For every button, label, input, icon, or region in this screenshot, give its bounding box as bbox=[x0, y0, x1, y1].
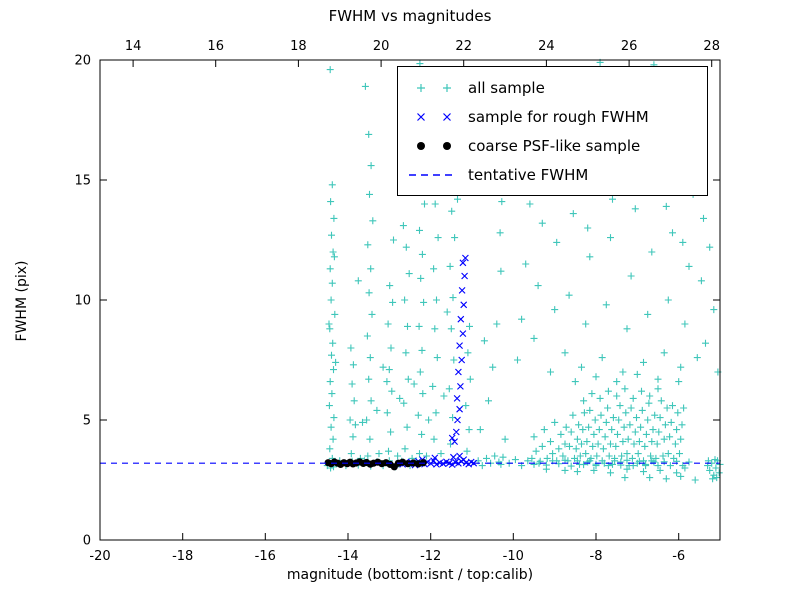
x-axis-label: magnitude (bottom:isnt / top:calib) bbox=[286, 567, 534, 583]
svg-text:5: 5 bbox=[83, 414, 91, 429]
dashed-line-icon bbox=[409, 173, 457, 176]
svg-text:18: 18 bbox=[290, 39, 307, 54]
svg-text:26: 26 bbox=[621, 39, 638, 54]
svg-text:16: 16 bbox=[207, 39, 224, 54]
legend-item-all-sample: all sample bbox=[406, 73, 699, 102]
svg-text:28: 28 bbox=[703, 39, 720, 54]
legend-item-psf-sample: coarse PSF-like sample bbox=[406, 131, 699, 160]
svg-text:24: 24 bbox=[538, 39, 555, 54]
legend-item-rough-fwhm: sample for rough FWHM bbox=[406, 102, 699, 131]
legend: all sample sample for rough FWHM coarse … bbox=[397, 66, 708, 196]
svg-text:-16: -16 bbox=[255, 549, 276, 564]
svg-text:15: 15 bbox=[74, 174, 91, 189]
legend-item-tentative-fwhm: tentative FWHM bbox=[406, 160, 699, 189]
x-marker-icon bbox=[417, 112, 451, 121]
legend-label: tentative FWHM bbox=[468, 165, 589, 184]
svg-text:-6: -6 bbox=[672, 549, 685, 564]
svg-text:22: 22 bbox=[455, 39, 472, 54]
plus-marker-icon bbox=[417, 83, 451, 92]
legend-label: coarse PSF-like sample bbox=[468, 136, 641, 155]
y-axis-label: FWHM (pix) bbox=[14, 260, 30, 342]
svg-text:-8: -8 bbox=[590, 549, 603, 564]
dot-marker-icon bbox=[417, 141, 451, 150]
svg-text:-12: -12 bbox=[420, 549, 441, 564]
svg-text:14: 14 bbox=[125, 39, 142, 54]
svg-text:20: 20 bbox=[74, 54, 91, 69]
svg-text:-14: -14 bbox=[337, 549, 358, 564]
svg-text:20: 20 bbox=[373, 39, 390, 54]
svg-text:0: 0 bbox=[83, 534, 91, 549]
svg-text:-20: -20 bbox=[89, 549, 110, 564]
svg-text:-10: -10 bbox=[503, 549, 524, 564]
svg-text:10: 10 bbox=[74, 294, 91, 309]
svg-text:-18: -18 bbox=[172, 549, 193, 564]
chart-title: FWHM vs magnitudes bbox=[328, 7, 492, 25]
legend-label: all sample bbox=[468, 78, 545, 97]
legend-label: sample for rough FWHM bbox=[468, 107, 649, 126]
